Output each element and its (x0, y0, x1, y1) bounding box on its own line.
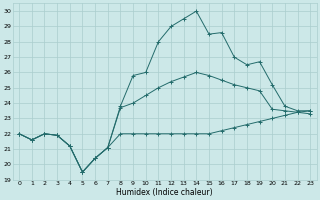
X-axis label: Humidex (Indice chaleur): Humidex (Indice chaleur) (116, 188, 213, 197)
